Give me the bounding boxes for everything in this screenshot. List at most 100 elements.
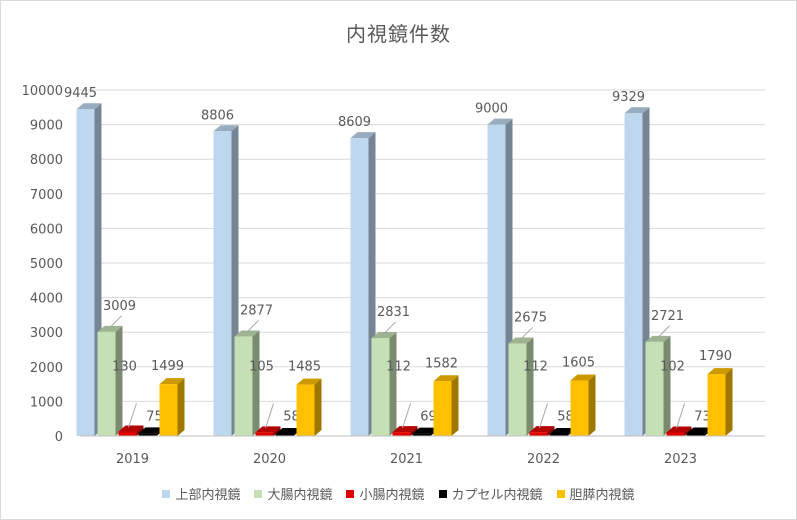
bar-top	[412, 427, 438, 434]
label-leader	[539, 403, 548, 429]
data-label: 1605	[562, 355, 595, 370]
bar-side	[725, 368, 733, 436]
bar-top	[371, 332, 397, 339]
x-tick-label: 2022	[527, 452, 560, 467]
legend-item-upper: 上部内視鏡	[162, 484, 240, 503]
x-tick-label: 2023	[664, 452, 697, 467]
bar	[392, 432, 411, 436]
label-leader	[109, 315, 122, 329]
y-tick-label: 4000	[30, 292, 63, 307]
label-leader	[657, 325, 670, 339]
bar-top	[392, 426, 418, 433]
legend-item-colon: 大腸内視鏡	[254, 484, 332, 503]
bar	[159, 384, 178, 436]
bar	[213, 131, 232, 437]
data-label: 130	[112, 359, 137, 374]
data-label: 9329	[612, 90, 645, 105]
data-label: 1485	[288, 360, 321, 375]
data-label: 8806	[201, 108, 234, 123]
legend-item-small-intestine: 小腸内視鏡	[346, 484, 425, 503]
bar-top	[213, 125, 239, 132]
data-label: 73	[694, 409, 711, 424]
bar	[275, 433, 294, 436]
bar	[412, 433, 431, 436]
bar-top	[666, 426, 692, 433]
data-label: 112	[386, 359, 411, 374]
data-label: 2675	[514, 310, 547, 325]
bar-top	[529, 426, 555, 433]
chart-plot: 0 1000 2000 3000 4000 5000 6000 7000 8000 9000 100…	[22, 84, 765, 467]
data-label: 102	[660, 359, 685, 374]
data-label: 1790	[699, 349, 732, 364]
legend-item-biliary: 胆膵内視鏡	[556, 484, 635, 503]
y-tick-label: 8000	[30, 153, 63, 168]
bar	[487, 124, 506, 436]
bar-top	[570, 374, 596, 381]
bar	[645, 341, 664, 436]
bar-top	[508, 337, 534, 344]
bar-top	[275, 427, 301, 434]
data-label: 75	[146, 409, 163, 424]
bar	[234, 336, 253, 436]
bar-side	[526, 337, 534, 436]
data-label: 105	[249, 359, 274, 374]
bar-side	[451, 375, 459, 436]
y-tick-label: 10000	[22, 84, 63, 99]
legend-label-small-intestine: 小腸内視鏡	[359, 488, 425, 503]
data-label: 9000	[475, 102, 508, 117]
bar-side	[252, 330, 260, 436]
legend-label-upper: 上部内視鏡	[175, 488, 241, 503]
bar-side	[588, 374, 596, 436]
data-label: 58	[283, 409, 300, 424]
bar-side	[314, 378, 322, 436]
y-tick-label: 9000	[30, 119, 63, 134]
data-label: 69	[420, 409, 437, 424]
label-leader	[128, 403, 137, 428]
bar	[624, 113, 643, 436]
bar	[666, 432, 685, 436]
bar-top	[707, 368, 733, 375]
legend-swatch-biliary	[556, 489, 565, 498]
bar	[707, 374, 726, 436]
bar-top	[138, 427, 164, 434]
data-label: 2877	[240, 303, 273, 318]
bar-top	[76, 103, 102, 110]
chart-legend: 上部内視鏡 大腸内視鏡 小腸内視鏡 カプセル内視鏡 胆膵内視鏡	[0, 484, 797, 503]
label-leader	[246, 320, 259, 333]
data-label: 112	[523, 359, 548, 374]
y-tick-label: 0	[55, 430, 63, 445]
bar-side	[684, 426, 692, 436]
y-tick-label: 3000	[30, 326, 63, 341]
bar	[570, 380, 589, 436]
bar-top	[159, 378, 185, 385]
bar-top	[487, 118, 513, 125]
bar-top	[686, 427, 712, 434]
y-tick-label: 7000	[30, 188, 63, 203]
data-label: 1582	[425, 356, 458, 371]
bar-side	[389, 332, 397, 436]
bar-side	[547, 426, 555, 436]
bar-top	[350, 132, 376, 139]
bar-side	[410, 426, 418, 436]
data-label: 2831	[377, 305, 410, 320]
y-tick-label: 2000	[30, 361, 63, 376]
bar-top	[549, 427, 575, 434]
bar-side	[136, 425, 144, 436]
bar	[296, 384, 315, 436]
bar	[76, 109, 95, 436]
bar-side	[177, 378, 185, 436]
bar-top	[433, 375, 459, 382]
bar	[549, 433, 568, 436]
bar-top	[645, 335, 671, 342]
bar	[371, 338, 390, 436]
label-leader	[383, 321, 396, 335]
bar	[529, 432, 548, 436]
legend-label-capsule: カプセル内視鏡	[451, 488, 543, 503]
data-label: 8609	[338, 115, 371, 130]
bar-side	[273, 426, 281, 436]
x-tick-label: 2020	[253, 452, 286, 467]
bar-top	[255, 426, 281, 433]
y-tick-label: 5000	[30, 257, 63, 272]
data-label: 3009	[103, 299, 136, 314]
x-tick-label: 2019	[116, 452, 149, 467]
